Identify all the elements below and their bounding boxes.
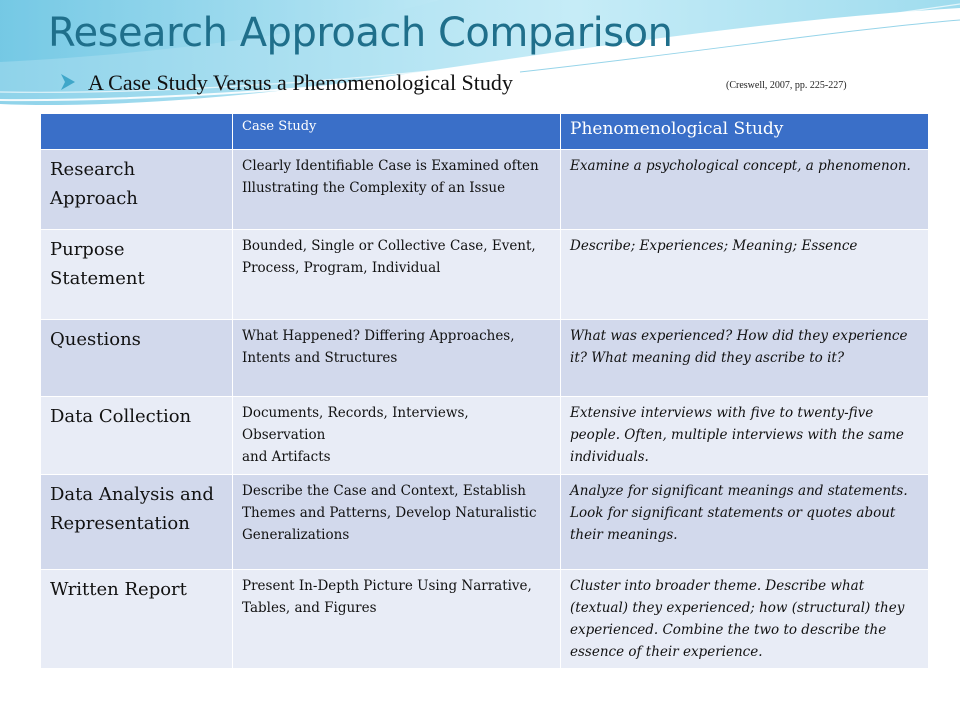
row-label: Purpose Statement <box>40 229 233 321</box>
comparison-table: Case Study Phenomenological Study Resear… <box>40 113 929 670</box>
phenomenological-cell: Cluster into broader theme. Describe wha… <box>560 568 929 670</box>
subtitle-row: A Case Study Versus a Phenomenological S… <box>60 70 920 100</box>
table-row: Questions What Happened? Differing Appro… <box>40 319 929 398</box>
slide-subtitle: A Case Study Versus a Phenomenological S… <box>88 70 513 95</box>
slide-title: Research Approach Comparison <box>48 10 673 56</box>
arrow-bullet-icon <box>61 74 75 90</box>
row-label: Data Collection <box>40 396 233 475</box>
table-row: Data Collection Documents, Records, Inte… <box>40 396 929 475</box>
phenomenological-cell: Examine a psychological concept, a pheno… <box>560 148 929 231</box>
case-study-cell: What Happened? Differing Approaches, Int… <box>232 319 561 398</box>
phenomenological-cell: Analyze for significant meanings and sta… <box>560 473 929 570</box>
case-study-cell: Documents, Records, Interviews, Observat… <box>232 396 561 475</box>
header-phenomenological-study: Phenomenological Study <box>560 113 929 150</box>
row-label: Written Report <box>40 568 233 670</box>
phenomenological-cell: Describe; Experiences; Meaning; Essence <box>560 229 929 321</box>
header-case-study: Case Study <box>232 113 561 150</box>
row-label: Data Analysis and Representation <box>40 473 233 570</box>
phenomenological-cell: What was experienced? How did they exper… <box>560 319 929 398</box>
case-study-cell: Describe the Case and Context, Establish… <box>232 473 561 570</box>
table-header-row: Case Study Phenomenological Study <box>40 113 929 150</box>
row-label: Research Approach <box>40 148 233 231</box>
header-swoosh-decoration <box>0 0 960 106</box>
case-study-cell: Bounded, Single or Collective Case, Even… <box>232 229 561 321</box>
header-blank-cell <box>40 113 233 150</box>
table-row: Research Approach Clearly Identifiable C… <box>40 148 929 231</box>
citation: (Creswell, 2007, pp. 225-227) <box>726 80 847 91</box>
table-row: Purpose Statement Bounded, Single or Col… <box>40 229 929 321</box>
table-row: Written Report Present In-Depth Picture … <box>40 568 929 670</box>
phenomenological-cell: Extensive interviews with five to twenty… <box>560 396 929 475</box>
row-label: Questions <box>40 319 233 398</box>
case-study-cell: Present In-Depth Picture Using Narrative… <box>232 568 561 670</box>
case-study-cell: Clearly Identifiable Case is Examined of… <box>232 148 561 231</box>
table-row: Data Analysis and Representation Describ… <box>40 473 929 570</box>
